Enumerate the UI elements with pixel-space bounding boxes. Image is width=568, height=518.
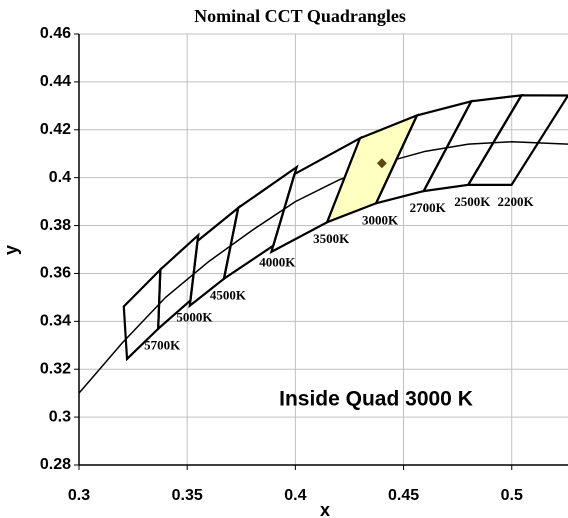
y-tick-label: 0.34: [40, 313, 71, 330]
quad-label: 4500K: [210, 288, 247, 303]
y-tick-label: 0.36: [40, 265, 71, 282]
x-tick-label: 0.45: [388, 487, 419, 504]
quad-label: 4000K: [259, 255, 296, 270]
chart-title: Nominal CCT Quadrangles: [194, 6, 406, 26]
annotation: Inside Quad 3000 K: [279, 388, 473, 411]
quad-label: 3000K: [362, 212, 399, 227]
quad-label: 2500K: [454, 194, 491, 209]
x-tick-label: 0.5: [501, 487, 523, 504]
y-tick-label: 0.44: [40, 73, 71, 90]
x-axis-label: x: [320, 500, 330, 518]
locus-line: [78, 140, 568, 394]
quad-label: 2200K: [497, 194, 534, 209]
point-marker: [376, 158, 387, 169]
y-tick-label: 0.28: [40, 456, 71, 473]
y-tick-label: 0.4: [49, 169, 71, 186]
quad-label: 2700K: [410, 200, 447, 215]
y-tick-label: 0.42: [40, 121, 71, 138]
x-tick-label: 0.35: [172, 487, 203, 504]
quad-label: 5700K: [144, 338, 181, 353]
y-tick-label: 0.38: [40, 217, 71, 234]
y-tick-label: 0.32: [40, 360, 71, 377]
y-tick-label: 0.3: [49, 408, 71, 425]
x-tick-label: 0.3: [68, 487, 90, 504]
quadrangle: [466, 94, 568, 186]
quad-label: 3500K: [313, 231, 350, 246]
quad-label: 5000K: [176, 309, 213, 324]
y-tick-label: 0.46: [40, 25, 71, 42]
y-axis-label: y: [1, 245, 21, 255]
x-tick-label: 0.4: [284, 487, 306, 504]
